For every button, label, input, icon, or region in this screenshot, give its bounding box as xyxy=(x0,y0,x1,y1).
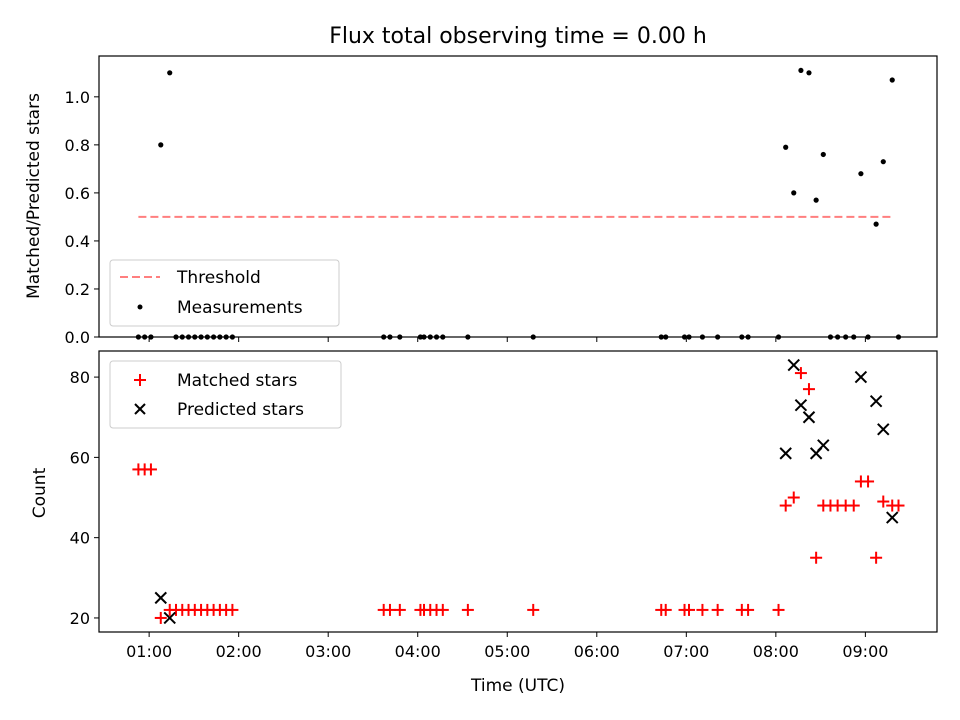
bottom-matched-stars-point xyxy=(154,611,167,624)
top-measurements-point xyxy=(889,77,895,83)
bottom-predicted-stars-point xyxy=(154,591,167,605)
top-ticks: 0.0 0.2 0.4 0.6 0.8 1.0 xyxy=(65,88,866,347)
legend-threshold-label: Threshold xyxy=(176,268,261,288)
top-ytick-label: 0.6 xyxy=(65,184,90,203)
top-panel: Flux total observing time = 0.00 h Match… xyxy=(24,24,938,347)
bottom-ticks: 20 40 60 80 01:00 02:00 03:00 04:00 05:00 06:00 07… xyxy=(70,368,889,661)
top-title: Flux total observing time = 0.00 h xyxy=(329,24,707,49)
bottom-xtick-label: 03:00 xyxy=(305,642,351,661)
bottom-matched-stars-point xyxy=(847,499,860,512)
top-measurements-point xyxy=(806,70,812,76)
bottom-matched-stars-point xyxy=(659,603,672,616)
bottom-predicted-stars-point xyxy=(794,398,808,412)
bottom-matched-stars-point xyxy=(527,603,540,616)
bottom-matched-stars-point xyxy=(779,499,792,512)
top-legend: Threshold Measurements xyxy=(109,259,340,327)
bottom-legend: Matched stars Predicted stars xyxy=(109,360,342,429)
top-measurements-point xyxy=(791,190,797,196)
bottom-matched-stars-point xyxy=(696,603,709,616)
bottom-predicted-stars-point xyxy=(817,439,830,452)
top-ytick-label: 0.0 xyxy=(65,328,90,347)
legend-matched-label: Matched stars xyxy=(177,371,297,391)
bottom-matched-stars-point xyxy=(892,499,905,512)
bottom-matched-stars-point xyxy=(877,495,890,508)
bottom-xlabel: Time (UTC) xyxy=(470,676,565,696)
bottom-predicted-stars-point xyxy=(869,394,883,408)
bottom-matched-stars-point xyxy=(794,367,807,380)
bottom-matched-stars-point xyxy=(862,475,875,488)
bottom-matched-stars-point xyxy=(802,383,815,396)
bottom-xtick-label: 05:00 xyxy=(484,642,530,661)
bottom-ytick-label: 40 xyxy=(70,529,90,548)
top-ytick-label: 1.0 xyxy=(65,88,90,107)
bottom-matched-stars-point xyxy=(870,551,883,564)
bottom-ytick-label: 20 xyxy=(70,609,90,628)
top-ytick-label: 0.2 xyxy=(65,280,90,299)
top-measurements-point xyxy=(858,171,864,177)
top-measurements-point xyxy=(813,197,819,203)
bottom-matched-stars-point xyxy=(393,603,406,616)
bottom-xtick-label: 01:00 xyxy=(126,642,172,661)
bottom-xtick-label: 04:00 xyxy=(395,642,441,661)
bottom-xtick-label: 09:00 xyxy=(842,642,888,661)
bottom-matched-stars-point xyxy=(683,603,696,616)
top-measurements-point xyxy=(798,67,804,74)
bottom-predicted-stars-point xyxy=(886,511,899,524)
bottom-predicted-stars-point xyxy=(877,423,890,436)
legend-measurements-swatch xyxy=(137,304,143,310)
bottom-legend-box xyxy=(109,360,342,429)
bottom-plot-area xyxy=(132,358,905,625)
bottom-matched-stars-point xyxy=(711,603,724,616)
top-measurements-point xyxy=(158,142,164,148)
bottom-axes-frame xyxy=(98,350,938,633)
bottom-panel: Count Time (UTC) 20 40 60 80 01:00 02:00 03:00… xyxy=(30,350,938,696)
top-plot-area xyxy=(135,67,902,340)
top-measurements-point xyxy=(880,159,886,165)
bottom-xtick-label: 02:00 xyxy=(216,642,262,661)
top-ytick-label: 0.8 xyxy=(65,136,90,155)
top-ylabel: Matched/Predicted stars xyxy=(24,93,44,299)
bottom-matched-stars-point xyxy=(742,603,755,616)
bottom-xtick-label: 07:00 xyxy=(663,642,709,661)
bottom-xtick-label: 06:00 xyxy=(574,642,620,661)
legend-measurements-label: Measurements xyxy=(177,298,303,318)
bottom-predicted-stars-point xyxy=(163,611,176,625)
legend-predicted-label: Predicted stars xyxy=(177,400,304,420)
top-measurements-point xyxy=(167,70,173,76)
bottom-ytick-label: 80 xyxy=(70,368,90,387)
bottom-matched-stars-point xyxy=(436,603,449,616)
bottom-ytick-label: 60 xyxy=(70,448,90,467)
top-measurements-point xyxy=(873,221,879,227)
bottom-predicted-stars-point xyxy=(854,370,868,384)
bottom-xtick-label: 08:00 xyxy=(753,642,799,661)
bottom-predicted-stars-point xyxy=(802,411,816,424)
bottom-matched-stars-point xyxy=(461,603,474,616)
bottom-matched-stars-point xyxy=(787,491,800,504)
top-measurements-point xyxy=(820,151,826,158)
bottom-matched-stars-point xyxy=(772,603,785,616)
top-legend-box xyxy=(109,259,340,327)
bottom-predicted-stars-point xyxy=(779,447,792,460)
legend-matched-swatch xyxy=(134,374,146,386)
bottom-ylabel: Count xyxy=(30,467,50,518)
top-axes-frame xyxy=(98,55,938,338)
bottom-matched-stars-point xyxy=(226,603,239,616)
bottom-matched-stars-point xyxy=(144,463,157,476)
bottom-matched-stars-point xyxy=(810,551,823,564)
legend-predicted-swatch xyxy=(134,403,146,415)
top-ytick-label: 0.4 xyxy=(65,232,90,251)
top-measurements-point xyxy=(783,144,789,150)
bottom-predicted-stars-point xyxy=(787,358,800,372)
